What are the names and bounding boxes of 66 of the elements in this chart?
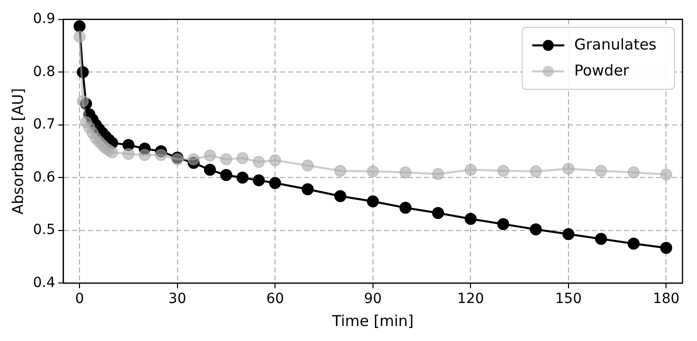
point [74,20,86,32]
point [252,174,265,186]
point [366,165,379,178]
point [595,164,608,177]
x-tick-label: 150 [555,291,582,308]
x-tick-label: 0 [75,291,84,308]
point [122,148,134,160]
legend-label: Granulates [574,35,657,54]
point [432,168,444,180]
x-tick-label: 30 [168,291,186,308]
point [497,164,510,177]
point [220,169,232,182]
x-axis-title: Time [min] [331,312,414,330]
point [530,223,542,236]
legend-label: Powder [574,61,630,80]
y-tick-label: 0.7 [33,116,56,133]
point [334,164,346,177]
point [628,238,640,250]
point [628,166,640,178]
point [302,183,314,196]
point [220,153,232,166]
point [660,242,672,254]
point [269,154,282,166]
point [562,228,574,240]
x-tick-label: 120 [457,291,484,308]
point [74,30,86,43]
point [464,164,477,176]
x-tick-label: 90 [364,291,382,308]
point [138,148,151,161]
point [138,142,151,155]
point [106,146,118,158]
y-axis-title: Absorbance [AU] [8,88,27,214]
point [80,98,92,110]
y-tick-label: 0.6 [33,169,56,186]
point [188,153,200,166]
point [334,190,346,202]
point [188,156,200,169]
point [204,164,216,176]
point [399,202,412,214]
point [595,232,608,245]
y-tick-label: 0.8 [33,64,56,80]
point [236,152,249,164]
point [302,160,314,172]
point [155,148,168,161]
point [660,168,672,181]
x-tick-label: 180 [652,291,680,308]
y-tick-label: 0.9 [33,11,56,28]
point [562,162,574,175]
y-tick-label: 0.5 [33,222,56,238]
point [76,95,89,108]
point [530,165,542,178]
point [252,156,265,168]
point [204,150,216,162]
point [76,66,89,78]
point [366,195,379,208]
point [122,138,134,151]
y-tick-label: 0.4 [33,274,56,291]
point [399,166,412,178]
point [236,172,249,184]
point [155,145,168,158]
point [464,212,477,225]
point [497,218,510,230]
point [269,176,282,189]
point [432,207,444,220]
point [106,136,118,149]
x-tick-label: 60 [266,291,284,308]
